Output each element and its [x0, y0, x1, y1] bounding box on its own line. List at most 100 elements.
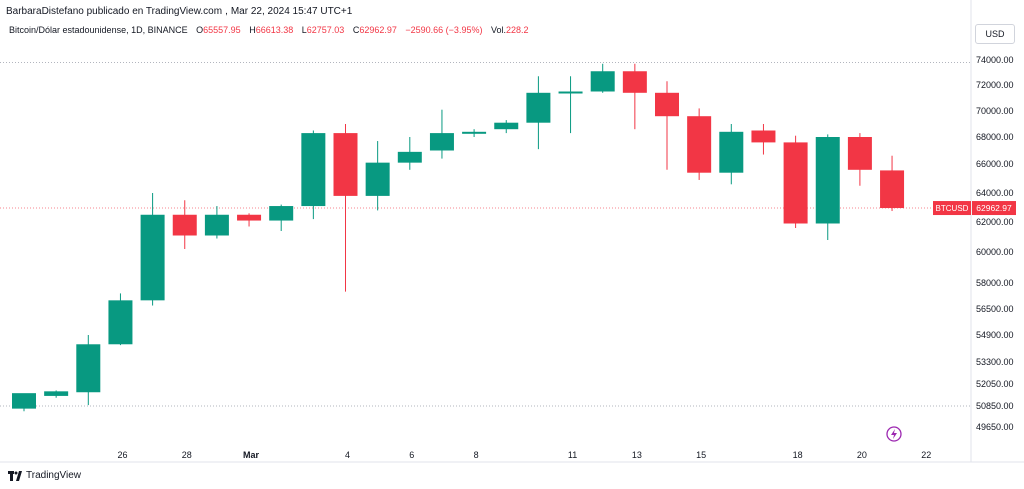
- candle[interactable]: [719, 124, 744, 185]
- candle-body: [880, 170, 905, 209]
- candle-body: [365, 162, 390, 196]
- candle-body: [783, 142, 808, 224]
- candle[interactable]: [204, 206, 229, 239]
- date-tick-label: 26: [117, 450, 127, 460]
- date-tick-label: 20: [857, 450, 867, 460]
- candle-body: [76, 344, 101, 393]
- publish-header: BarbaraDistefano publicado en TradingVie…: [6, 6, 353, 17]
- candle-body: [687, 116, 712, 173]
- price-tick-label: 64000.00: [976, 188, 1014, 198]
- author-line: BarbaraDistefano publicado en TradingVie…: [6, 6, 223, 17]
- candle-body: [269, 206, 294, 221]
- change-value: −2590.66 (−3.95%): [405, 25, 483, 35]
- candle[interactable]: [783, 135, 808, 228]
- candle-body: [590, 71, 615, 92]
- candle[interactable]: [429, 109, 454, 159]
- price-tick-label: 58000.00: [976, 278, 1014, 288]
- tradingview-logo[interactable]: TradingView: [8, 470, 81, 481]
- candle[interactable]: [12, 393, 36, 412]
- volume-label: Vol.: [490, 25, 506, 35]
- candle[interactable]: [108, 293, 133, 346]
- candle[interactable]: [558, 76, 583, 134]
- candle-body: [237, 214, 262, 221]
- price-tick-label: 68000.00: [976, 132, 1014, 142]
- price-tick-label: 56500.00: [976, 304, 1014, 314]
- close-value: 62962.97: [359, 25, 397, 35]
- candle-body: [140, 214, 165, 301]
- footer-brand: TradingView: [26, 470, 82, 481]
- candle-body: [172, 214, 197, 236]
- price-tick-label: 50850.00: [976, 401, 1014, 411]
- candle[interactable]: [140, 193, 165, 306]
- candle[interactable]: [751, 124, 776, 155]
- candle-body: [301, 133, 326, 207]
- candle-body: [622, 71, 647, 93]
- price-tick-label: 54900.00: [976, 330, 1014, 340]
- candle-body: [429, 133, 454, 151]
- candle-body: [815, 137, 840, 224]
- price-tick-label: 72000.00: [976, 80, 1014, 90]
- badge-symbol-bg: [933, 201, 971, 216]
- price-badge: BTCUSD 62962.97: [933, 201, 1016, 216]
- candle[interactable]: [237, 213, 262, 227]
- badge-value-bg: [972, 201, 1016, 216]
- volume-value: 228.2: [505, 25, 529, 35]
- date-tick-label: 15: [696, 450, 706, 460]
- close-label: C: [352, 25, 360, 35]
- candle-body: [558, 91, 583, 94]
- candle[interactable]: [269, 204, 294, 231]
- date-tick-label: 6: [409, 450, 414, 460]
- candle[interactable]: [847, 133, 872, 186]
- candle[interactable]: [462, 129, 487, 137]
- badge-symbol: BTCUSD: [936, 204, 969, 213]
- ohlc-legend: Bitcoin/Dólar estadounidense, 1D, BINANC…: [9, 25, 529, 35]
- candle-body: [494, 122, 519, 130]
- date-tick-label: 22: [921, 450, 931, 460]
- lightning-icon[interactable]: [886, 426, 902, 442]
- tradingview-logo-icon: [8, 470, 22, 481]
- price-tick-label: 53300.00: [976, 357, 1014, 367]
- candle[interactable]: [815, 134, 840, 240]
- price-tick-label: 66000.00: [976, 159, 1014, 169]
- candle[interactable]: [590, 63, 615, 93]
- symbol-title[interactable]: Bitcoin/Dólar estadounidense, 1D, BINANC…: [9, 25, 188, 35]
- candle[interactable]: [365, 141, 390, 211]
- candle[interactable]: [880, 155, 905, 212]
- date-tick-label: 18: [793, 450, 803, 460]
- date-tick-label: 8: [474, 450, 479, 460]
- date-tick-label: 28: [182, 450, 192, 460]
- candle[interactable]: [622, 63, 647, 130]
- candle-body: [204, 214, 229, 236]
- low-label: L: [301, 25, 307, 35]
- high-label: H: [249, 25, 256, 35]
- high-value: 66613.38: [255, 25, 294, 35]
- publish-timestamp: Mar 22, 2024 15:47 UTC+1: [230, 6, 353, 17]
- open-value: 65557.95: [203, 25, 241, 35]
- candle[interactable]: [76, 335, 101, 406]
- candle-body: [333, 133, 358, 196]
- price-tick-label: 70000.00: [976, 106, 1014, 116]
- price-tick-label: 60000.00: [976, 247, 1014, 257]
- price-tick-label: 74000.00: [976, 55, 1014, 65]
- candle-body: [719, 131, 744, 173]
- candle[interactable]: [494, 120, 519, 134]
- date-tick-label: 13: [632, 450, 642, 460]
- candle[interactable]: [44, 390, 69, 398]
- low-value: 62757.03: [306, 25, 345, 35]
- badge-value: 62962.97: [976, 203, 1012, 213]
- price-tick-label: 62000.00: [976, 217, 1014, 227]
- candle[interactable]: [172, 200, 197, 249]
- currency-button[interactable]: USD: [975, 24, 1015, 44]
- candle[interactable]: [397, 137, 422, 170]
- candle[interactable]: [526, 76, 551, 150]
- candle[interactable]: [655, 81, 679, 170]
- candle[interactable]: [333, 124, 358, 292]
- date-tick-label: 11: [568, 450, 577, 460]
- candle[interactable]: [687, 108, 712, 180]
- candle-body: [12, 393, 36, 409]
- candle[interactable]: [301, 130, 326, 220]
- date-tick-label: Mar: [243, 450, 260, 460]
- candle-body: [655, 92, 679, 117]
- price-tick-label: 49650.00: [976, 422, 1014, 432]
